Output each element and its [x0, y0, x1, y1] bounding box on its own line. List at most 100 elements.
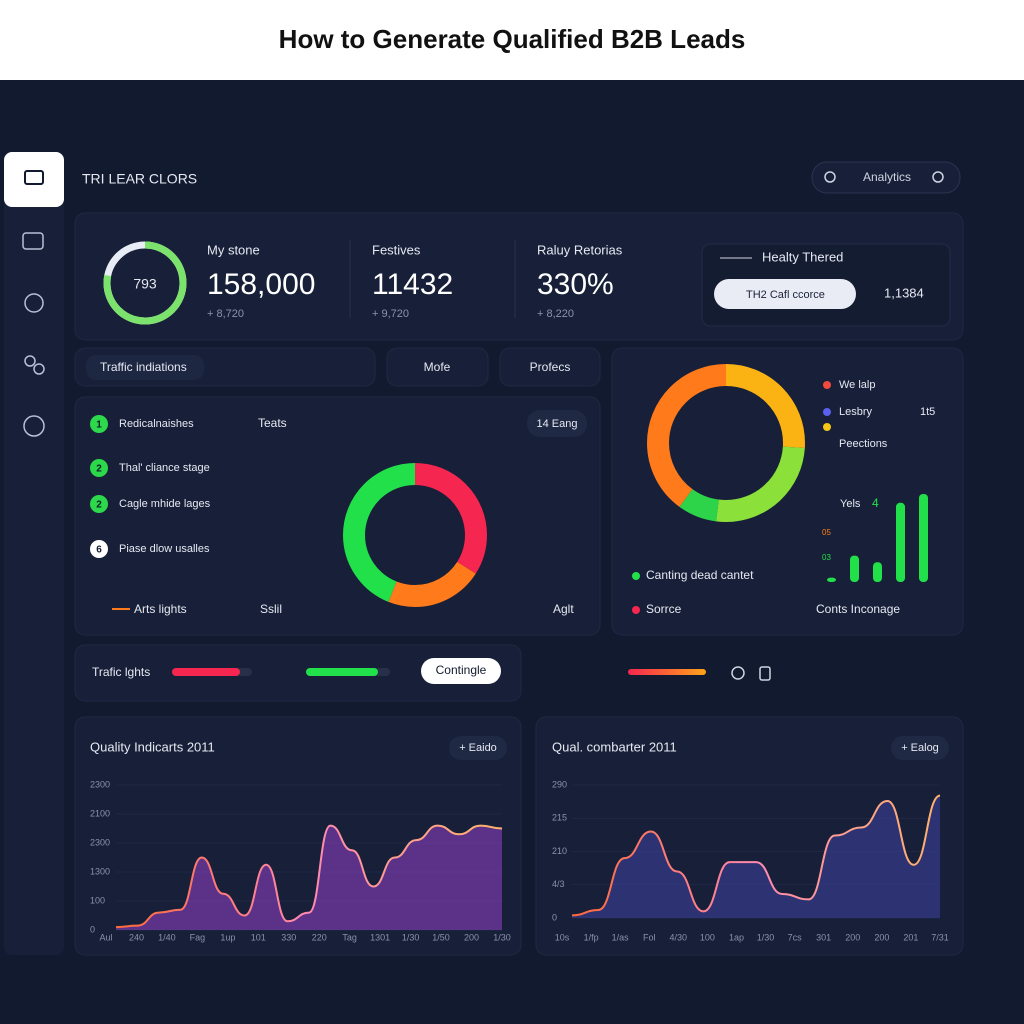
bar — [850, 555, 859, 582]
pill[interactable] — [527, 410, 587, 437]
y-tick-label: 215 — [552, 813, 567, 823]
trend-pill[interactable] — [714, 279, 856, 309]
bar — [827, 577, 836, 582]
tab-label: Traffic indiations — [100, 360, 187, 374]
bars-tick: 03 — [822, 553, 831, 562]
x-tick-label: 330 — [281, 932, 296, 942]
nav-icon[interactable] — [22, 232, 44, 250]
x-tick-label: 1301 — [370, 932, 390, 942]
controls-label: Trafic lghts — [92, 665, 150, 679]
x-tick-label: Fol — [643, 932, 656, 942]
donut-segment — [647, 364, 805, 522]
nav-icon[interactable] — [33, 363, 45, 375]
y-tick-label: 1300 — [90, 866, 110, 876]
chart-title: Qual. combarter 2011 — [552, 739, 677, 754]
stat-value: 158,000 — [207, 268, 315, 301]
step-label: Cagle mhide lages — [119, 498, 211, 510]
stat-label: Festives — [372, 242, 421, 257]
bar — [873, 562, 882, 582]
x-tick-label: 200 — [464, 932, 479, 942]
dropdown[interactable]: Conts Inconage — [816, 602, 900, 616]
y-tick-label: 0 — [90, 924, 95, 934]
x-tick-label: 10s — [555, 932, 570, 942]
bars-label: Yels — [840, 498, 861, 510]
legend-dot — [823, 408, 831, 416]
chart-pill[interactable] — [449, 736, 507, 760]
nav-active[interactable] — [4, 152, 64, 207]
button[interactable] — [421, 658, 501, 684]
stat-label: My stone — [207, 242, 260, 257]
note-label: Canting dead cantet — [646, 568, 754, 582]
x-tick-label: 1up — [220, 932, 235, 942]
nav-icon[interactable] — [24, 293, 44, 313]
tab[interactable] — [499, 347, 601, 387]
donut-segment — [647, 364, 805, 522]
y-tick-label: 2300 — [90, 837, 110, 847]
slider[interactable] — [306, 668, 378, 676]
chart-pill-text: + Ealog — [901, 742, 939, 754]
search-bar[interactable] — [811, 161, 961, 194]
trend-value: 1,1384 — [884, 285, 924, 300]
step-num: 1 — [96, 420, 102, 431]
x-tick-label: 201 — [903, 932, 918, 942]
steps-panel — [74, 396, 601, 636]
step-label: Piase dlow usalles — [119, 543, 210, 555]
legend-label: We lalp — [839, 379, 875, 391]
slider[interactable] — [172, 668, 240, 676]
trash-icon[interactable] — [759, 666, 771, 681]
foot-left: Sslil — [260, 602, 282, 616]
page-title: How to Generate Qualified B2B Leads — [279, 24, 746, 54]
stat-value: 11432 — [372, 268, 453, 301]
stat-delta: + 8,220 — [537, 308, 574, 320]
y-tick-label: 290 — [552, 779, 567, 789]
area — [116, 825, 502, 930]
x-tick-label: 301 — [816, 932, 831, 942]
chart-pill-text: + Eaido — [459, 742, 497, 754]
nav-icon[interactable] — [23, 415, 45, 437]
step-badge — [90, 540, 108, 558]
legend-label: Lesbry — [839, 406, 873, 418]
nav-icon[interactable] — [24, 355, 36, 367]
bar — [919, 494, 928, 582]
stat-delta: + 9,720 — [372, 308, 409, 320]
tab-active[interactable] — [86, 355, 204, 380]
bars-value: 4 — [872, 496, 879, 510]
y-tick-label: 100 — [90, 895, 105, 905]
x-tick-label: Aul — [99, 932, 112, 942]
ring-progress — [103, 241, 187, 325]
x-tick-label: 200 — [874, 932, 889, 942]
tab[interactable] — [386, 347, 489, 387]
button-text: Contingle — [436, 663, 487, 677]
x-tick-label: 101 — [251, 932, 266, 942]
user-icon[interactable] — [731, 666, 745, 680]
chart-pill[interactable] — [891, 736, 949, 760]
y-tick-label: 2300 — [90, 779, 110, 789]
legend-dot — [823, 381, 831, 389]
bar — [896, 502, 905, 582]
line — [115, 824, 503, 929]
step-label: Thal' cliance stage — [119, 462, 210, 474]
sidebar — [4, 152, 64, 955]
x-tick-label: 1ap — [729, 932, 744, 942]
stat-value: 330% — [537, 268, 614, 301]
step-badge — [90, 459, 108, 477]
refresh-icon[interactable] — [932, 171, 944, 183]
step-num: 2 — [96, 464, 102, 475]
stat-delta: + 8,720 — [207, 308, 244, 320]
tab-label: Mofe — [424, 360, 451, 374]
step-badge — [90, 495, 108, 513]
y-tick-label: 4/3 — [552, 879, 565, 889]
nav-icon — [24, 170, 44, 185]
x-tick-label: 220 — [312, 932, 327, 942]
step-num: 6 — [96, 545, 102, 556]
search-text: Analytics — [863, 170, 911, 184]
trend-title: Healty Thered — [762, 249, 843, 264]
dropdown[interactable]: Teats — [258, 416, 287, 430]
ring-label: 793 — [133, 276, 157, 292]
chart-title: Quality Indicarts 2011 — [90, 739, 215, 754]
step-num: 2 — [96, 500, 102, 511]
legend-label: Peections — [839, 438, 888, 450]
y-tick-label: 2100 — [90, 808, 110, 818]
stat-label: Raluy Retorias — [537, 242, 623, 257]
